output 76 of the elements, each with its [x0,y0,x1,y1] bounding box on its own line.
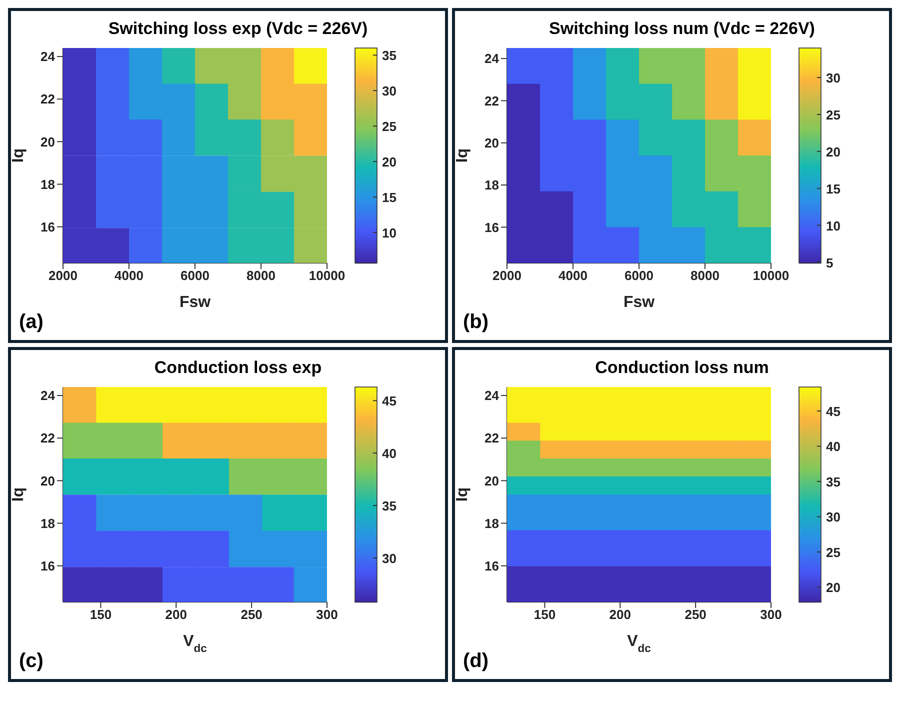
color-bar-label: 30 [382,84,396,99]
x-tick-label: 250 [684,607,706,622]
text: (b) [463,311,489,334]
x-axis-title: V$_{dc}$ [183,633,207,655]
y-tick-label: 24 [40,49,56,64]
color-bar-label: 35 [826,474,840,490]
y-tick-label: 20 [484,135,499,150]
x-tick-label: 2000 [48,268,78,284]
y-tick-label: 20 [40,473,55,488]
y-axis-title: Iq [10,487,27,502]
x-axis-title: Fsw [623,294,656,311]
color-bar-label: 25 [382,119,396,134]
y-tick-label: 18 [40,176,55,192]
color-bar-label: 35 [382,498,396,514]
y-tick-label: 24 [40,388,56,404]
color-bar-label: 30 [826,70,840,86]
color-bar-label: 35 [382,48,396,64]
color-bar-label: 25 [826,544,840,560]
x-tick-label: 150 [534,607,556,622]
y-axis-title: Iq [10,148,27,163]
x-tick-label: 10000 [308,268,346,284]
x-tick-label: 300 [760,607,782,622]
y-tick-label: 20 [40,134,55,150]
y-tick-label: 16 [484,220,499,235]
x-tick-label: 200 [609,607,631,622]
y-tick-label: 24 [484,388,500,404]
y-tick-label: 18 [484,516,499,531]
text: (c) [19,650,44,673]
y-tick-label: 16 [484,558,499,574]
y-tick-label: 22 [484,430,499,446]
color-bar-label: 20 [382,154,396,170]
color-bar-label: 5 [826,255,834,270]
x-tick-label: 300 [316,607,338,622]
x-tick-label: 6000 [180,268,210,284]
y-tick-label: 22 [484,93,499,108]
color-bar-label: 20 [826,580,840,596]
y-axis-title: Iq [454,148,471,163]
x-tick-label: 150 [90,607,112,622]
color-bar-label: 20 [826,144,840,160]
text: (a) [19,311,44,334]
color-bar-label: 40 [826,439,840,454]
color-bar-label: 45 [826,404,840,419]
color-bar-label: 15 [382,190,396,206]
y-tick-label: 22 [40,92,55,107]
x-tick-label: 8000 [246,268,276,284]
y-axis-title: Iq [454,487,471,502]
x-axis-title: Fsw [179,294,212,311]
y-tick-label: 22 [40,430,55,446]
color-bar-label: 40 [382,446,396,462]
y-tick-label: 20 [484,473,499,488]
y-tick-label: 18 [484,178,499,193]
x-tick-label: 10000 [752,268,790,284]
chart-title: Switching loss exp (Vdc = 226V) [107,19,369,40]
x-tick-label: 4000 [558,268,588,284]
text: (d) [463,650,489,673]
y-tick-label: 24 [484,51,500,66]
color-bar-label: 30 [826,510,840,525]
y-tick-label: 16 [40,219,55,234]
x-axis-title: V$_{dc}$ [627,633,651,655]
color-bar-label: 45 [382,394,396,409]
color-bar-label: 10 [826,218,840,234]
color-bar-label: 30 [382,550,396,566]
color-bar-label: 15 [826,181,840,196]
chart-title: Switching loss num (Vdc = 226V) [548,19,816,40]
y-tick-label: 18 [40,516,55,531]
x-tick-label: 2000 [492,268,522,284]
y-tick-label: 16 [40,558,55,574]
chart-title: Conduction loss exp [153,358,323,379]
color-bar-label: 10 [382,225,396,240]
chart-title: Conduction loss num [594,358,770,379]
x-tick-label: 6000 [624,268,654,284]
color-bar-label: 25 [826,107,840,122]
x-tick-label: 250 [240,607,262,622]
x-tick-label: 200 [165,607,187,622]
x-tick-label: 8000 [690,268,720,284]
x-tick-label: 4000 [114,268,144,284]
